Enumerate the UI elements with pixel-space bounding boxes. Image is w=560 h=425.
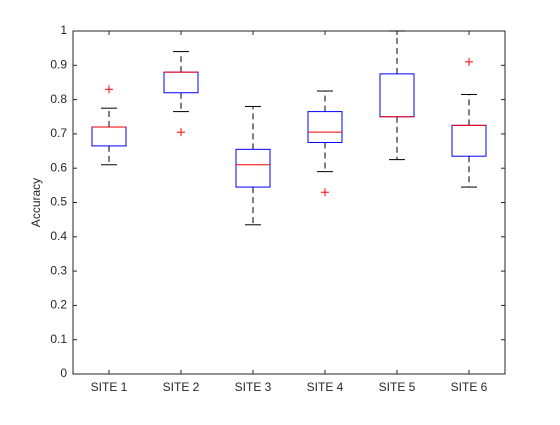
y-tick-label: 0.3 [50,263,67,277]
box-5 [379,30,415,161]
y-tick-label: 0.8 [50,92,67,106]
y-tick-label: 0.9 [50,57,67,71]
y-tick-label: 0 [60,366,67,380]
y-tick-label: 0.6 [50,160,67,174]
plot-area [72,30,506,375]
x-tick-label: SITE 3 [235,380,272,394]
x-axis-ticks: SITE 1 SITE 2 SITE 3 SITE 4 SITE 5 SITE 6 [91,31,488,394]
interquartile-box [235,148,271,188]
outlier-marker [177,128,185,137]
x-tick-label: SITE 2 [163,380,200,394]
box-4 [307,90,343,197]
box-2 [163,51,199,137]
interquartile-box [307,111,343,143]
outlier-marker [321,188,329,197]
box-3 [235,105,271,226]
x-tick-label: SITE 5 [379,380,416,394]
y-tick-label: 0.5 [50,195,67,209]
box-series [91,30,487,226]
outlier-marker [465,57,473,66]
y-tick-label: 0.4 [50,229,67,243]
y-tick-label: 0.7 [50,126,67,140]
box-1 [91,85,127,166]
y-tick-label: 0.1 [50,332,67,346]
x-tick-label: SITE 1 [91,380,128,394]
y-tick-label: 0.2 [50,298,67,312]
y-tick-label: 1 [60,23,67,37]
y-axis-label: Accuracy [29,178,43,227]
box-6 [451,57,487,188]
outlier-marker [105,85,113,94]
x-tick-label: SITE 6 [451,380,488,394]
x-tick-label: SITE 4 [307,380,344,394]
y-axis-ticks: 0 0.1 0.2 0.3 0.4 0.5 0.6 0.7 0.8 0.9 1 [50,23,505,380]
